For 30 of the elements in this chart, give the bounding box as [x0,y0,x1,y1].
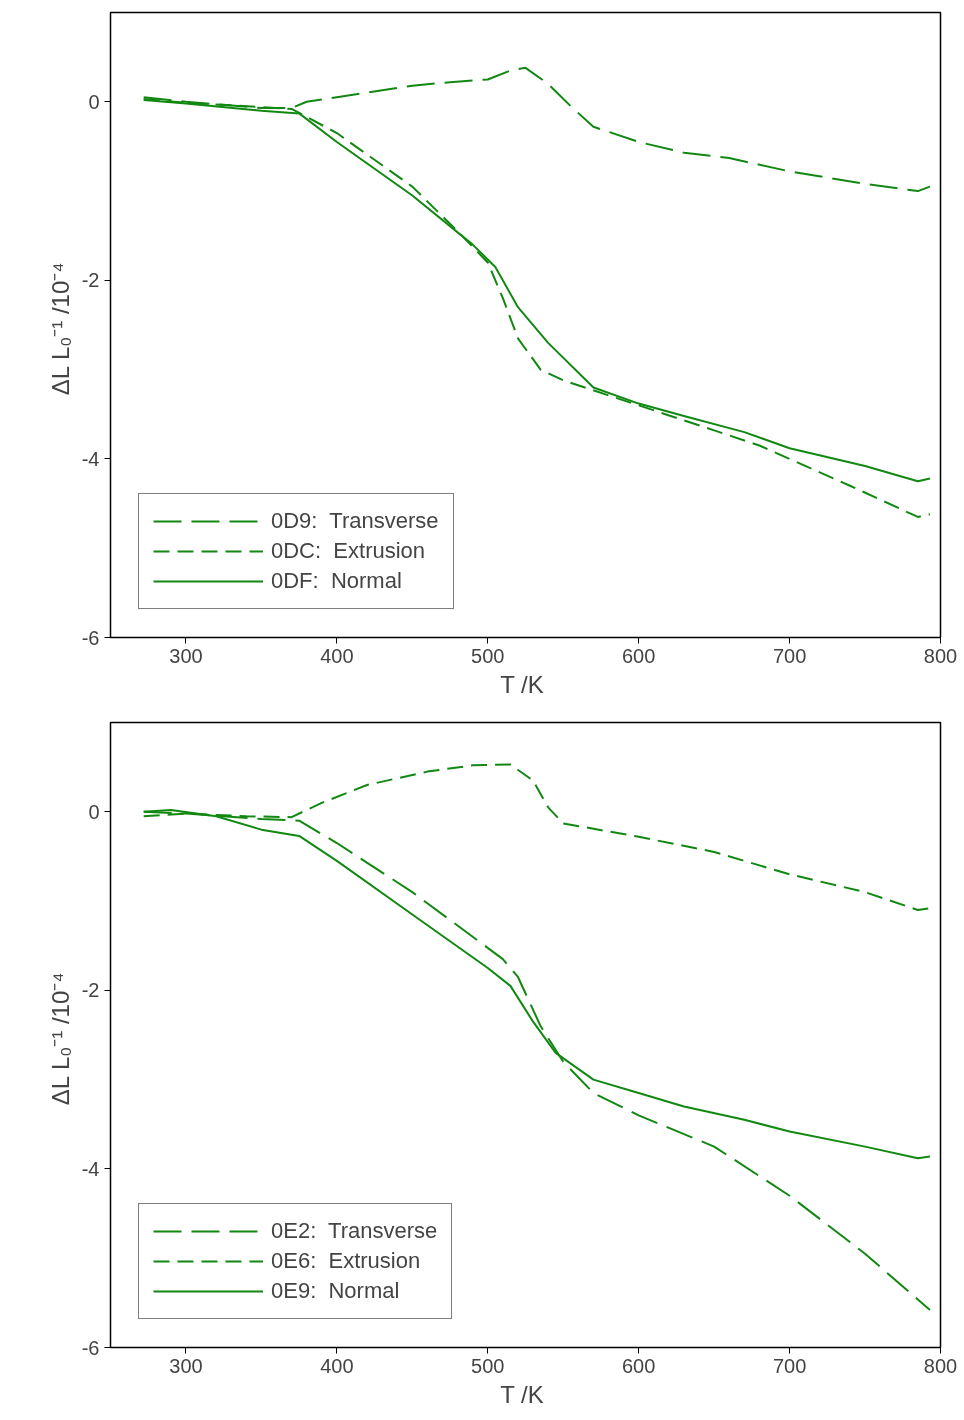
x-tick-label: 300 [169,644,203,667]
legend-label: 0DC: Extrusion [271,538,426,564]
x-tick-label: 400 [320,644,354,667]
x-tick-label: 500 [471,644,505,667]
y-axis-title: ΔL L₀⁻¹ /10⁻⁴ [46,972,74,1106]
y-tick-label: -2 [81,979,100,1002]
x-tick-label: 800 [923,644,958,667]
legend-label: 0E9: Normal [271,1278,400,1304]
x-tick-label: 400 [320,1354,354,1377]
y-axis-title: ΔL L₀⁻¹ /10⁻⁴ [46,262,74,396]
x-axis-title: T /K [500,1380,544,1408]
y-tick-label: 0 [88,90,100,113]
x-axis-title: T /K [500,670,544,698]
y-tick-label: -6 [81,626,100,649]
x-tick-label: 800 [923,1354,958,1377]
legend-label: 0DF: Normal [271,568,402,594]
x-tick-label: 500 [471,1354,505,1377]
y-tick-label: 0 [88,800,100,823]
y-tick-label: -6 [81,1336,100,1359]
y-tick-label: -4 [81,1157,100,1180]
legend-label: 0E6: Extrusion [271,1248,421,1274]
x-tick-label: 600 [622,644,656,667]
legend-label: 0D9: Transverse [271,508,439,534]
y-tick-label: -4 [81,447,100,470]
x-tick-label: 700 [772,1354,807,1377]
legend-label: 0E2: Transverse [271,1218,438,1244]
x-tick-label: 700 [772,644,807,667]
x-tick-label: 300 [169,1354,203,1377]
x-tick-label: 600 [622,1354,656,1377]
y-tick-label: -2 [81,269,100,292]
